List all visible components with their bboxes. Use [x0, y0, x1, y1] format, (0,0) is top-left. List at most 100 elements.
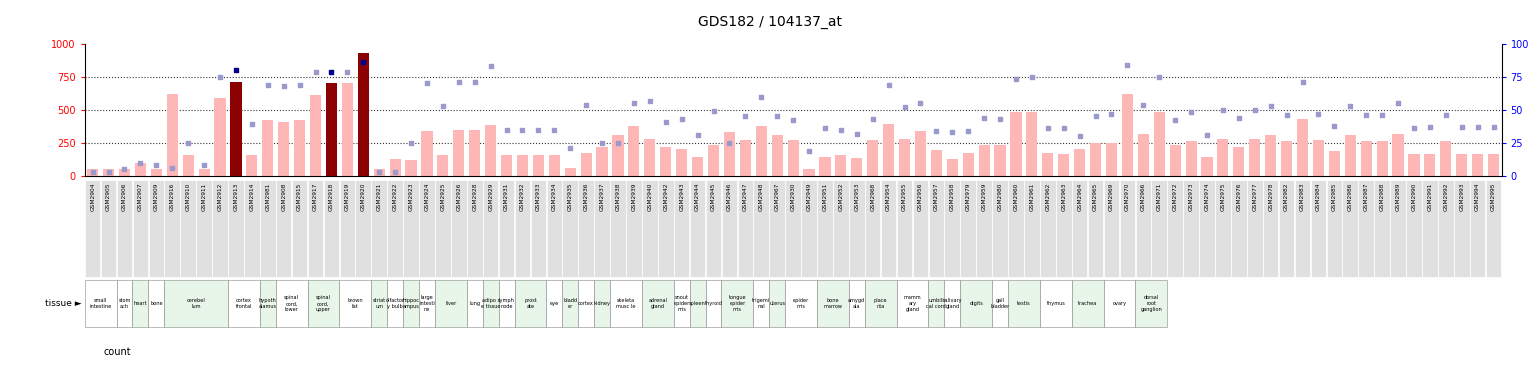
FancyBboxPatch shape: [323, 180, 339, 277]
Text: adipo s
e tissue: adipo s e tissue: [480, 298, 501, 309]
Bar: [1043, 153, 1053, 176]
FancyBboxPatch shape: [770, 180, 785, 277]
Point: [1449, 124, 1474, 130]
Point: [972, 115, 996, 121]
Point: [1274, 112, 1298, 118]
Point: [303, 69, 328, 75]
FancyBboxPatch shape: [1009, 280, 1040, 327]
Bar: [581, 153, 591, 176]
Text: GSM2936: GSM2936: [584, 182, 588, 211]
Text: GSM2929: GSM2929: [488, 182, 493, 211]
FancyBboxPatch shape: [467, 280, 482, 327]
Point: [605, 140, 630, 146]
FancyBboxPatch shape: [514, 180, 530, 277]
FancyBboxPatch shape: [356, 180, 371, 277]
Text: cerebel
lum: cerebel lum: [186, 298, 205, 309]
FancyBboxPatch shape: [562, 180, 578, 277]
Point: [748, 94, 773, 100]
Text: GSM2961: GSM2961: [1029, 182, 1035, 210]
Point: [414, 81, 439, 86]
Bar: [262, 120, 273, 176]
Bar: [819, 157, 830, 176]
FancyBboxPatch shape: [1438, 180, 1454, 277]
FancyBboxPatch shape: [276, 280, 308, 327]
Point: [638, 98, 662, 104]
Text: GSM2922: GSM2922: [393, 182, 397, 211]
Point: [557, 145, 582, 151]
FancyBboxPatch shape: [180, 180, 196, 277]
Bar: [1234, 147, 1244, 176]
Text: bone: bone: [149, 301, 163, 306]
Text: GSM2955: GSM2955: [902, 182, 907, 211]
Point: [542, 127, 567, 132]
Text: GSM2975: GSM2975: [1220, 182, 1226, 211]
Text: umbili
cal cord: umbili cal cord: [927, 298, 946, 309]
Point: [192, 162, 217, 168]
Bar: [1121, 94, 1133, 176]
Text: trigemi
nal: trigemi nal: [752, 298, 770, 309]
Point: [765, 113, 790, 119]
Bar: [166, 94, 177, 176]
Text: GSM2992: GSM2992: [1443, 182, 1448, 211]
FancyBboxPatch shape: [642, 180, 658, 277]
FancyBboxPatch shape: [1135, 180, 1150, 277]
Text: GSM2938: GSM2938: [616, 182, 621, 211]
FancyBboxPatch shape: [547, 280, 562, 327]
Point: [1035, 125, 1060, 131]
FancyBboxPatch shape: [196, 180, 213, 277]
FancyBboxPatch shape: [1326, 180, 1343, 277]
Bar: [1217, 139, 1229, 176]
Bar: [756, 126, 767, 176]
Text: digits: digits: [969, 301, 983, 306]
Text: GSM2921: GSM2921: [377, 182, 382, 211]
FancyBboxPatch shape: [913, 180, 929, 277]
Text: GSM2906: GSM2906: [122, 182, 126, 211]
Text: amygd
ala: amygd ala: [849, 298, 865, 309]
Text: stom
ach: stom ach: [119, 298, 131, 309]
Text: GSM2933: GSM2933: [536, 182, 541, 211]
Point: [1481, 124, 1506, 130]
Text: liver: liver: [445, 301, 456, 306]
FancyBboxPatch shape: [1087, 180, 1103, 277]
Text: striat
um: striat um: [373, 298, 385, 309]
FancyBboxPatch shape: [1104, 280, 1135, 327]
FancyBboxPatch shape: [642, 280, 673, 327]
FancyBboxPatch shape: [482, 280, 499, 327]
FancyBboxPatch shape: [1421, 180, 1438, 277]
Bar: [310, 95, 322, 176]
Bar: [947, 158, 958, 176]
FancyBboxPatch shape: [1009, 180, 1024, 277]
FancyBboxPatch shape: [801, 180, 816, 277]
Text: GSM2957: GSM2957: [933, 182, 939, 211]
FancyBboxPatch shape: [929, 180, 944, 277]
FancyBboxPatch shape: [976, 180, 992, 277]
FancyBboxPatch shape: [1072, 280, 1104, 327]
FancyBboxPatch shape: [658, 180, 673, 277]
FancyBboxPatch shape: [865, 180, 881, 277]
Text: GSM2995: GSM2995: [1491, 182, 1495, 211]
Text: GSM2939: GSM2939: [631, 182, 636, 211]
Point: [829, 127, 853, 132]
Text: GSM2925: GSM2925: [440, 182, 445, 211]
FancyBboxPatch shape: [484, 180, 499, 277]
Text: GSM2914: GSM2914: [249, 182, 254, 211]
FancyBboxPatch shape: [1167, 180, 1183, 277]
Bar: [613, 135, 624, 176]
Text: lung: lung: [470, 301, 480, 306]
FancyBboxPatch shape: [213, 180, 228, 277]
Point: [208, 74, 233, 80]
FancyBboxPatch shape: [818, 180, 833, 277]
Text: GSM2972: GSM2972: [1172, 182, 1178, 211]
Text: GSM2949: GSM2949: [807, 182, 812, 211]
FancyBboxPatch shape: [1200, 180, 1215, 277]
Text: GSM2988: GSM2988: [1380, 182, 1384, 211]
Text: GSM2964: GSM2964: [1076, 182, 1083, 211]
Point: [1369, 112, 1394, 118]
Bar: [1424, 154, 1435, 176]
Point: [160, 165, 185, 171]
Bar: [1264, 135, 1277, 176]
Bar: [995, 145, 1006, 176]
Point: [1434, 112, 1458, 118]
Point: [240, 122, 265, 127]
Bar: [1201, 157, 1212, 176]
